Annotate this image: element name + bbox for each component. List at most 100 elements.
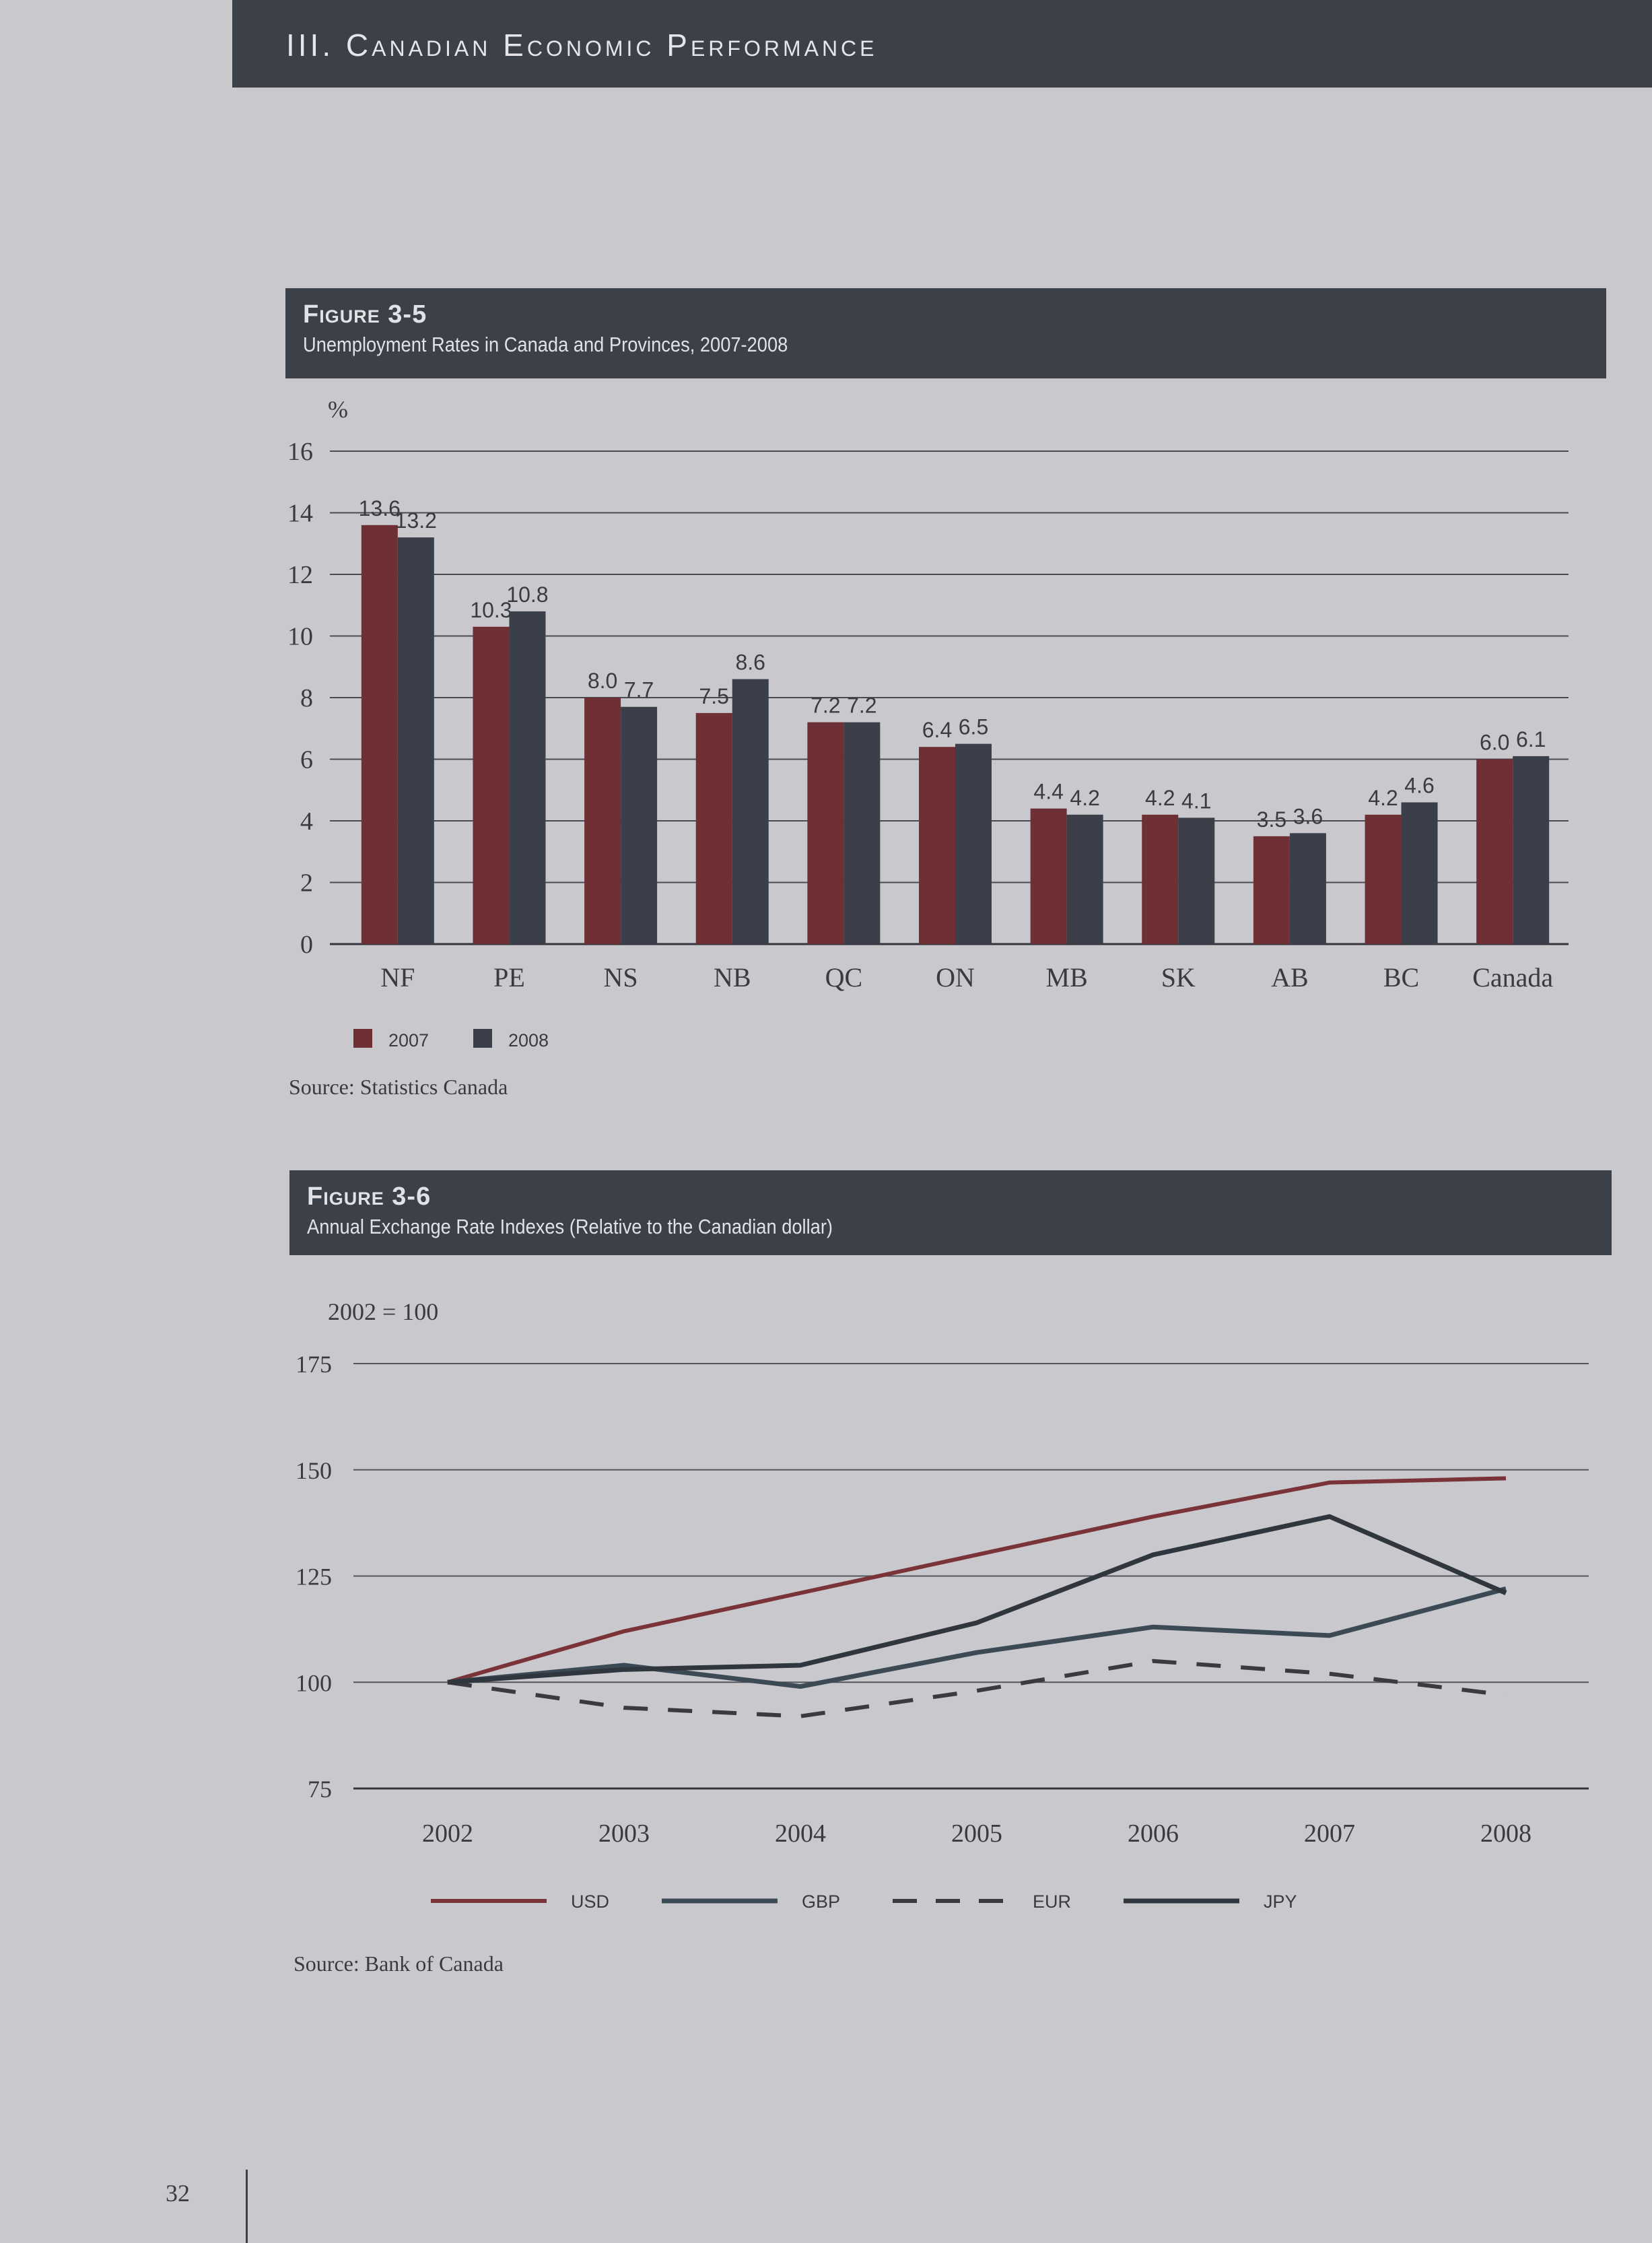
line-y-unit-label: 2002 = 100 bbox=[328, 1298, 438, 1325]
bar-2008 bbox=[621, 706, 658, 944]
bar-data-label: 4.6 bbox=[1404, 774, 1434, 798]
line-x-tick-label: 2006 bbox=[1128, 1819, 1179, 1848]
bar-data-label: 7.5 bbox=[699, 684, 728, 708]
line-y-tick-label: 175 bbox=[296, 1351, 332, 1378]
bar-x-tick-label: SK bbox=[1161, 962, 1196, 993]
bar-data-label: 6.4 bbox=[922, 718, 952, 742]
bar-data-label: 10.8 bbox=[506, 582, 548, 607]
bar-data-label: 7.2 bbox=[847, 694, 876, 718]
series-line-usd bbox=[447, 1476, 1507, 1685]
bar-2007 bbox=[1365, 814, 1402, 944]
line-x-tick-label: 2003 bbox=[598, 1819, 650, 1848]
series-line-eur bbox=[447, 1659, 1507, 1718]
bar-2008 bbox=[955, 743, 992, 944]
bar-y-tick-label: 4 bbox=[300, 807, 313, 836]
bar-x-tick-label: NB bbox=[714, 962, 751, 993]
bar-2008 bbox=[844, 722, 881, 944]
line-y-tick-label: 75 bbox=[308, 1776, 332, 1803]
section-header-bar: III. Canadian Economic Performance bbox=[232, 0, 1652, 88]
bar-data-label: 8.0 bbox=[588, 669, 617, 693]
bar-x-tick-label: BC bbox=[1383, 962, 1419, 993]
figure-3-5-source: Source: Statistics Canada bbox=[289, 1075, 508, 1099]
line-x-tick-label: 2002 bbox=[422, 1819, 473, 1848]
legend-label-eur: EUR bbox=[1033, 1892, 1071, 1912]
bar-x-tick-label: AB bbox=[1271, 962, 1309, 993]
legend-label-jpy: JPY bbox=[1264, 1892, 1297, 1912]
figure-3-6-source: Source: Bank of Canada bbox=[294, 1951, 504, 1976]
bar-y-tick-label: 14 bbox=[287, 500, 313, 528]
unemployment-bar-chart: % 0 2 4 6 8 10 12 14 16 13.613.2 10.310.8 8.0 7.7 7.… bbox=[287, 396, 1569, 1050]
line-y-tick-label: 150 bbox=[296, 1457, 332, 1484]
bar-y-tick-label: 16 bbox=[287, 438, 313, 466]
bar-2007 bbox=[361, 525, 398, 944]
bar-data-label: 6.5 bbox=[959, 715, 988, 739]
bar-data-label: 6.0 bbox=[1480, 731, 1509, 755]
bar-2007 bbox=[584, 698, 621, 944]
bar-x-tick-label: MB bbox=[1046, 962, 1088, 993]
bar-data-label: 4.2 bbox=[1070, 786, 1099, 810]
series-line-jpy bbox=[447, 1514, 1507, 1685]
series-line-gbp bbox=[447, 1586, 1507, 1689]
figure-3-5-title: Unemployment Rates in Canada and Provinc… bbox=[303, 333, 788, 356]
bar-y-tick-label: 0 bbox=[300, 931, 313, 959]
figure-3-6-header: Figure 3-6 Annual Exchange Rate Indexes … bbox=[289, 1170, 1612, 1255]
bar-2007 bbox=[1253, 836, 1290, 944]
legend-swatch-2007 bbox=[353, 1029, 372, 1048]
bar-y-unit-label: % bbox=[328, 396, 348, 423]
bar-y-tick-label: 8 bbox=[300, 684, 313, 712]
figure-3-6-title: Annual Exchange Rate Indexes (Relative t… bbox=[307, 1215, 833, 1238]
bar-y-tick-label: 2 bbox=[300, 869, 313, 898]
bar-x-tick-label: PE bbox=[493, 962, 525, 993]
bar-2007 bbox=[1030, 808, 1067, 944]
bar-x-tick-label: NF bbox=[380, 962, 415, 993]
bar-y-tick-label: 6 bbox=[300, 746, 313, 774]
bar-data-label: 13.2 bbox=[395, 508, 437, 533]
line-y-tick-label: 100 bbox=[296, 1669, 332, 1696]
line-y-ticks: 75 100 125 150 175 bbox=[296, 1351, 332, 1803]
line-x-tick-label: 2004 bbox=[775, 1819, 826, 1848]
bar-2008 bbox=[1401, 802, 1438, 944]
bar-data-label: 4.4 bbox=[1033, 780, 1063, 804]
bar-data-label: 3.6 bbox=[1293, 804, 1323, 828]
bar-data-label: 8.6 bbox=[735, 650, 765, 675]
legend-label-gbp: GBP bbox=[802, 1892, 840, 1912]
bar-2008 bbox=[1289, 833, 1326, 944]
bar-data-label: 4.1 bbox=[1181, 789, 1211, 813]
line-x-tick-label: 2007 bbox=[1304, 1819, 1355, 1848]
bar-2007 bbox=[695, 712, 732, 944]
bar-2007 bbox=[473, 626, 510, 944]
figure-3-5-label: Figure 3-5 bbox=[303, 300, 427, 329]
legend-label-usd: USD bbox=[571, 1892, 609, 1912]
bar-data-label: 4.2 bbox=[1145, 786, 1175, 810]
bar-2008 bbox=[1066, 814, 1103, 944]
bar-data-label: 13.6 bbox=[359, 496, 401, 521]
legend-label-2008: 2008 bbox=[508, 1030, 549, 1050]
bar-x-tick-label: Canada bbox=[1472, 962, 1553, 993]
bar-data-label: 7.7 bbox=[624, 678, 654, 702]
bar-2007 bbox=[807, 722, 844, 944]
bar-marks: 13.613.2 10.310.8 8.0 7.7 7.5 8.6 7.2 7.2 6.4 6.5… bbox=[359, 496, 1550, 944]
line-legend: USD GBP EUR JPY bbox=[431, 1892, 1297, 1912]
bar-data-label: 6.1 bbox=[1516, 727, 1546, 751]
bar-2008 bbox=[1178, 817, 1215, 944]
section-title: III. Canadian Economic Performance bbox=[286, 28, 878, 63]
bar-2008 bbox=[1513, 756, 1550, 944]
line-y-tick-label: 125 bbox=[296, 1564, 332, 1591]
page-number: 32 bbox=[166, 2180, 190, 2207]
line-series bbox=[447, 1476, 1507, 1718]
bar-2007 bbox=[1476, 759, 1513, 944]
legend-swatch-2008 bbox=[473, 1029, 492, 1048]
line-gridlines bbox=[353, 1363, 1589, 1790]
bar-legend: 2007 2008 bbox=[353, 1029, 549, 1050]
bar-2008 bbox=[509, 611, 546, 944]
bar-y-tick-label: 12 bbox=[287, 561, 313, 589]
bar-2007 bbox=[1142, 814, 1179, 944]
bar-data-label: 7.2 bbox=[811, 694, 840, 718]
line-x-tick-label: 2005 bbox=[951, 1819, 1002, 1848]
bar-data-label: 4.2 bbox=[1368, 786, 1398, 810]
bar-y-ticks: 0 2 4 6 8 10 12 14 16 bbox=[287, 438, 313, 959]
bar-data-label: 10.3 bbox=[470, 598, 512, 622]
bar-2008 bbox=[397, 537, 434, 944]
bar-y-tick-label: 10 bbox=[287, 623, 313, 651]
exchange-rate-line-chart: 2002 = 100 75 100 125 150 175 2002 2003 2004 20… bbox=[296, 1298, 1589, 1912]
